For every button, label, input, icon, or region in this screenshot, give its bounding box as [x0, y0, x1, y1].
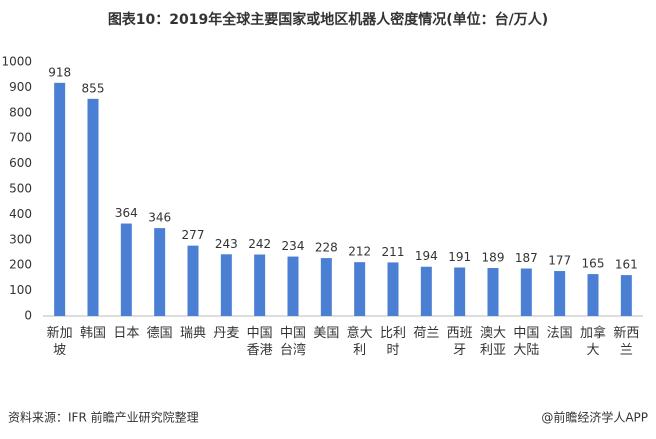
x-tick-label: 丹麦 — [213, 326, 239, 341]
source: 资料来源：IFR 前瞻产业研究院整理 — [8, 410, 199, 425]
x-tick-label: 新加坡 — [47, 325, 73, 358]
y-tick-label: 900 — [9, 80, 32, 94]
x-tick-label: 西班牙 — [447, 326, 473, 358]
value-label: 191 — [448, 250, 471, 264]
bar — [154, 228, 166, 316]
x-tick-label: 中国台湾 — [280, 326, 306, 358]
value-label: 187 — [515, 251, 538, 265]
x-tick-label: 德国 — [147, 326, 173, 341]
bar — [454, 267, 466, 316]
bar — [220, 254, 232, 316]
bar — [520, 268, 532, 316]
chart-title: 图表10：2019年全球主要国家或地区机器人密度情况(单位：台/万人) — [108, 11, 548, 28]
bar — [254, 254, 266, 316]
bar — [120, 223, 132, 316]
x-tick-label: 法国 — [547, 326, 573, 341]
x-tick-label: 中国大陆 — [513, 326, 539, 358]
y-tick-label: 200 — [9, 258, 32, 272]
value-label: 243 — [215, 237, 238, 251]
x-tick-label: 新西兰 — [613, 325, 639, 358]
y-tick-label: 600 — [9, 156, 32, 170]
x-tick-label: 荷兰 — [413, 326, 439, 341]
bar — [487, 267, 499, 316]
bar — [320, 258, 332, 316]
value-label: 228 — [315, 241, 338, 255]
bar — [354, 262, 366, 316]
x-tick-label: 加拿大 — [580, 325, 606, 358]
y-tick-label: 800 — [9, 105, 32, 119]
bar — [87, 98, 99, 316]
bar — [587, 274, 599, 316]
y-tick-label: 400 — [9, 207, 32, 221]
x-tick-label: 意大利 — [347, 325, 373, 358]
value-label: 242 — [248, 237, 271, 251]
bar — [287, 256, 299, 316]
bar — [54, 82, 66, 316]
value-label: 211 — [382, 245, 405, 259]
y-tick-label: 100 — [9, 283, 32, 297]
bar — [187, 245, 199, 316]
value-label: 234 — [282, 239, 305, 253]
bar — [620, 275, 632, 316]
x-tick-label: 澳大利亚 — [480, 325, 506, 358]
x-tick-label: 日本 — [113, 326, 139, 341]
value-label: 918 — [48, 65, 71, 79]
value-label: 194 — [415, 249, 438, 263]
value-label: 855 — [82, 81, 105, 95]
value-label: 346 — [148, 211, 171, 225]
value-label: 212 — [348, 245, 371, 259]
value-label: 161 — [615, 258, 638, 272]
x-tick-label: 比利时 — [380, 326, 406, 358]
value-label: 277 — [182, 228, 205, 242]
value-label: 364 — [115, 206, 138, 220]
y-tick-label: 500 — [9, 182, 32, 196]
x-tick-label: 瑞典 — [180, 326, 206, 341]
x-tick-label: 美国 — [313, 326, 339, 341]
value-label: 189 — [482, 250, 505, 264]
x-tick-label: 中国香港 — [247, 326, 273, 358]
x-tick-label: 韩国 — [80, 326, 106, 341]
y-tick-label: 1000 — [1, 55, 32, 69]
value-label: 165 — [582, 257, 605, 271]
value-label: 177 — [548, 254, 571, 268]
bar — [387, 262, 399, 316]
bar — [420, 266, 432, 316]
y-tick-label: 300 — [9, 232, 32, 246]
bar — [554, 271, 566, 316]
y-tick-label: 700 — [9, 131, 32, 145]
credit: @前瞻经济学人APP — [541, 410, 648, 425]
y-tick-label: 0 — [24, 309, 32, 323]
